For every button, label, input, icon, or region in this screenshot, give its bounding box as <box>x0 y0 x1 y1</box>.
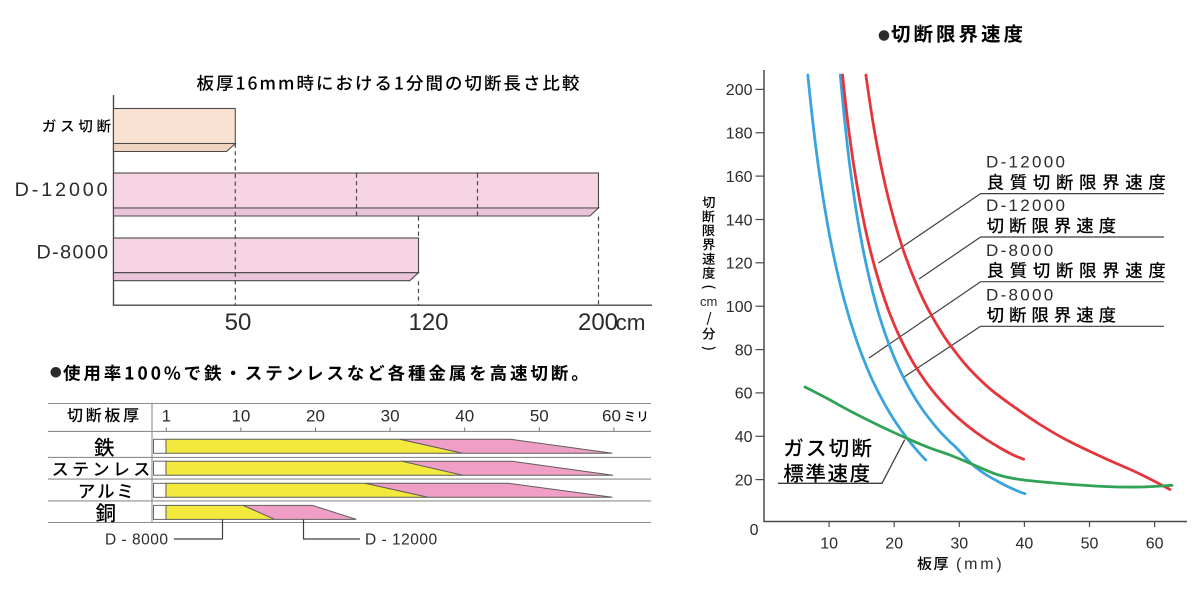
svg-text:50: 50 <box>1081 535 1099 552</box>
svg-text:180: 180 <box>726 126 753 143</box>
svg-text:D-12000: D-12000 <box>15 179 111 201</box>
svg-text:20: 20 <box>306 407 325 426</box>
svg-text:30: 30 <box>950 535 968 552</box>
svg-text:(mm): (mm) <box>956 556 1005 573</box>
svg-text:D - 8000: D - 8000 <box>105 532 168 549</box>
svg-text:120: 120 <box>726 256 753 273</box>
svg-text:120: 120 <box>408 309 448 336</box>
svg-text:D-8000: D-8000 <box>986 241 1056 260</box>
svg-text:D-8000: D-8000 <box>986 285 1056 304</box>
svg-text:D-12000: D-12000 <box>986 153 1067 172</box>
svg-text:0: 0 <box>750 522 759 539</box>
svg-text:40: 40 <box>735 429 753 446</box>
svg-text:200: 200 <box>726 82 753 99</box>
svg-text:60: 60 <box>735 386 753 403</box>
svg-text:D-8000: D-8000 <box>37 242 110 264</box>
svg-text:cm: cm <box>700 294 717 309</box>
svg-text:50: 50 <box>530 407 549 426</box>
svg-text:10: 10 <box>231 407 250 426</box>
svg-text:40: 40 <box>1016 535 1034 552</box>
svg-text:D-12000: D-12000 <box>986 196 1067 215</box>
svg-text:30: 30 <box>381 407 400 426</box>
svg-text:60: 60 <box>602 407 621 426</box>
svg-text:100: 100 <box>726 299 753 316</box>
svg-text:20: 20 <box>735 472 753 489</box>
svg-text:50: 50 <box>225 309 252 336</box>
svg-text:20: 20 <box>885 535 903 552</box>
svg-text:40: 40 <box>455 407 474 426</box>
svg-text:D - 12000: D - 12000 <box>365 532 438 549</box>
svg-text:60: 60 <box>1146 535 1164 552</box>
svg-text:cm: cm <box>616 310 646 335</box>
svg-text:200: 200 <box>578 309 618 336</box>
svg-text:1: 1 <box>162 407 171 426</box>
svg-text:140: 140 <box>726 212 753 229</box>
svg-text:10: 10 <box>820 535 838 552</box>
svg-text:80: 80 <box>735 342 753 359</box>
svg-text:160: 160 <box>726 169 753 186</box>
